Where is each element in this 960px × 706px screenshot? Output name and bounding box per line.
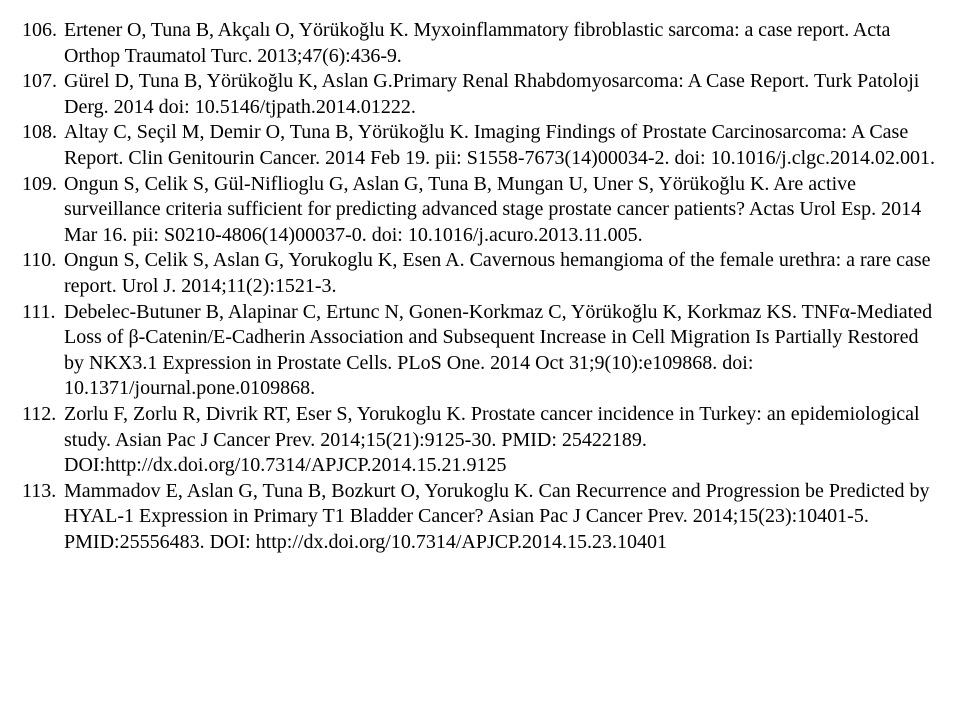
reference-text: Mammadov E, Aslan G, Tuna B, Bozkurt O, …: [64, 479, 938, 556]
reference-number: 106.: [22, 18, 64, 69]
reference-number: 108.: [22, 120, 64, 171]
reference-text: Ertener O, Tuna B, Akçalı O, Yörükoğlu K…: [64, 18, 938, 69]
reference-113: 113. Mammadov E, Aslan G, Tuna B, Bozkur…: [22, 479, 938, 556]
reference-number: 109.: [22, 172, 64, 249]
reference-number: 110.: [22, 248, 64, 299]
reference-107: 107. Gürel D, Tuna B, Yörükoğlu K, Aslan…: [22, 69, 938, 120]
reference-text: Debelec-Butuner B, Alapinar C, Ertunc N,…: [64, 300, 938, 402]
reference-number: 107.: [22, 69, 64, 120]
reference-109: 109. Ongun S, Celik S, Gül-Niflioglu G, …: [22, 172, 938, 249]
reference-111: 111. Debelec-Butuner B, Alapinar C, Ertu…: [22, 300, 938, 402]
reference-text: Altay C, Seçil M, Demir O, Tuna B, Yörük…: [64, 120, 938, 171]
reference-text: Ongun S, Celik S, Gül-Niflioglu G, Aslan…: [64, 172, 938, 249]
reference-106: 106. Ertener O, Tuna B, Akçalı O, Yörüko…: [22, 18, 938, 69]
reference-108: 108. Altay C, Seçil M, Demir O, Tuna B, …: [22, 120, 938, 171]
reference-110: 110. Ongun S, Celik S, Aslan G, Yorukogl…: [22, 248, 938, 299]
reference-text: Zorlu F, Zorlu R, Divrik RT, Eser S, Yor…: [64, 402, 938, 479]
reference-text: Ongun S, Celik S, Aslan G, Yorukoglu K, …: [64, 248, 938, 299]
reference-112: 112. Zorlu F, Zorlu R, Divrik RT, Eser S…: [22, 402, 938, 479]
reference-number: 111.: [22, 300, 64, 402]
reference-number: 112.: [22, 402, 64, 479]
reference-number: 113.: [22, 479, 64, 556]
reference-text: Gürel D, Tuna B, Yörükoğlu K, Aslan G.Pr…: [64, 69, 938, 120]
